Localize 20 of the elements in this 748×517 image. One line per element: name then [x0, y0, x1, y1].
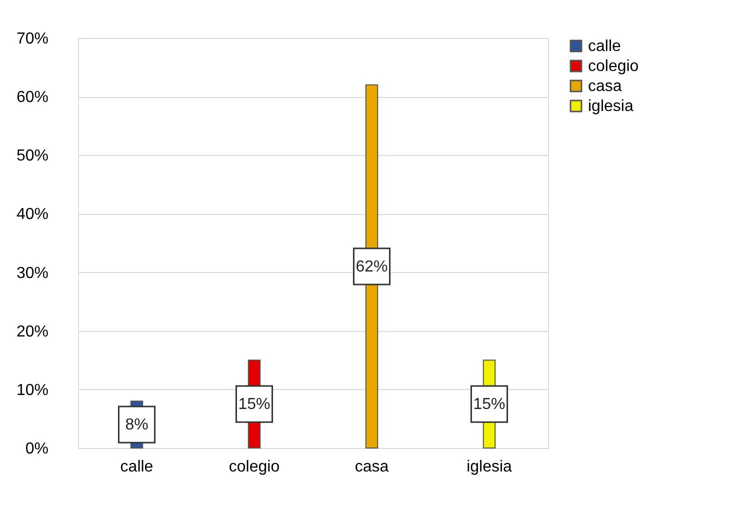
- y-tick-label: 20%: [16, 323, 48, 340]
- legend-label: iglesia: [588, 98, 634, 115]
- x-tick-label: casa: [354, 458, 389, 476]
- y-tick-label: 70%: [16, 30, 48, 48]
- y-tick-label: 40%: [16, 206, 48, 224]
- y-tick-label: 60%: [16, 89, 48, 106]
- data-label: 15%: [238, 396, 270, 414]
- data-label: 15%: [473, 396, 506, 414]
- legend-label: colegio: [588, 58, 639, 75]
- x-tick-label: iglesia: [466, 458, 512, 476]
- x-tick-label: colegio: [228, 458, 280, 476]
- x-tick-label: calle: [120, 458, 154, 476]
- y-tick-label: 0%: [25, 440, 48, 458]
- legend-label: calle: [588, 38, 622, 55]
- y-tick-label: 50%: [16, 148, 48, 165]
- data-label: 62%: [356, 258, 388, 276]
- legend-label: casa: [588, 78, 622, 95]
- y-tick-label: 30%: [16, 264, 48, 282]
- y-tick-label: 10%: [16, 382, 48, 399]
- data-label: 8%: [125, 416, 148, 434]
